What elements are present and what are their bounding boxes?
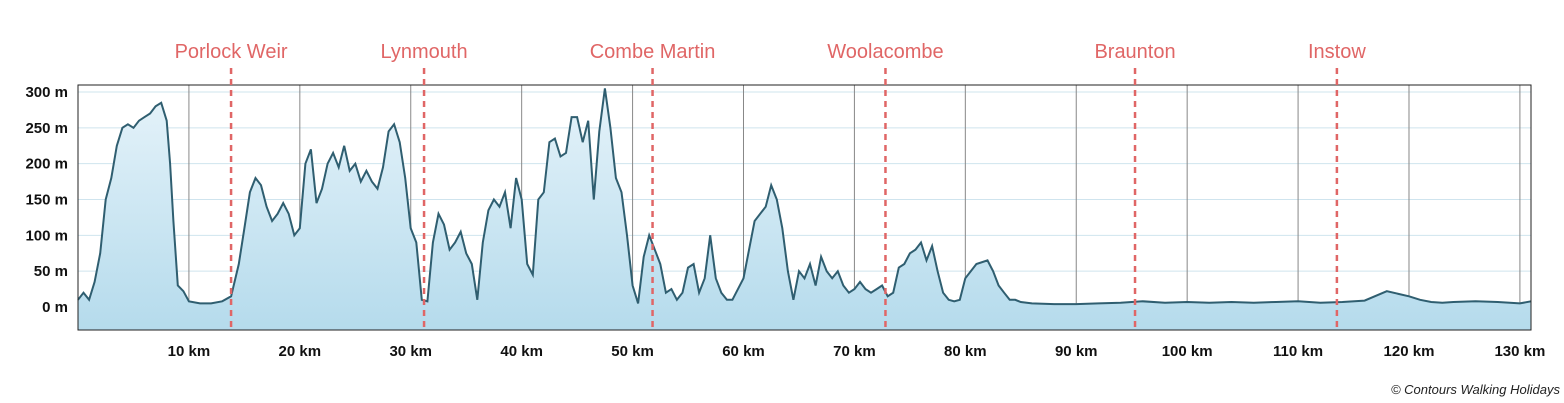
place-marker-label: Combe Martin <box>590 41 716 63</box>
y-tick-label: 50 m <box>34 263 68 280</box>
place-marker-label: Porlock Weir <box>175 41 288 63</box>
place-marker-label: Lynmouth <box>381 41 468 63</box>
place-marker-label: Woolacombe <box>827 41 943 63</box>
x-tick-label: 60 km <box>722 343 765 360</box>
x-tick-label: 110 km <box>1273 343 1323 360</box>
y-tick-label: 150 m <box>25 192 68 209</box>
x-tick-label: 20 km <box>279 343 322 360</box>
x-tick-label: 30 km <box>389 343 432 360</box>
x-tick-label: 80 km <box>944 343 987 360</box>
y-tick-label: 300 m <box>25 84 68 101</box>
x-tick-label: 10 km <box>168 343 211 360</box>
x-tick-label: 50 km <box>611 343 654 360</box>
place-marker-label: Instow <box>1308 41 1366 63</box>
y-tick-label: 200 m <box>25 156 68 173</box>
elevation-line <box>77 88 1532 306</box>
place-marker-label: Braunton <box>1094 41 1175 63</box>
x-tick-label: 100 km <box>1162 343 1213 360</box>
x-tick-label: 70 km <box>833 343 876 360</box>
y-tick-label: 100 m <box>25 227 68 244</box>
x-tick-label: 130 km <box>1494 343 1545 360</box>
x-axis-tick-labels: 10 km 20 km 30 km 40 km 50 km 60 km 70 km 80 km… <box>168 343 1546 360</box>
y-tick-label: 0 m <box>42 299 68 316</box>
x-tick-label: 120 km <box>1384 343 1435 360</box>
copyright-credit: © Contours Walking Holidays <box>1390 382 1560 397</box>
x-tick-label: 90 km <box>1055 343 1098 360</box>
y-tick-label: 250 m <box>25 120 68 137</box>
place-markers: Porlock Weir Lynmouth Combe Martin Woolacom… <box>175 41 1366 330</box>
x-tick-label: 40 km <box>500 343 543 360</box>
plot-frame <box>77 84 1532 331</box>
elevation-area <box>78 88 1531 331</box>
y-axis-tick-labels: 0 m 50 m 100 m 150 m 200 m 250 m 300 m <box>25 84 68 316</box>
